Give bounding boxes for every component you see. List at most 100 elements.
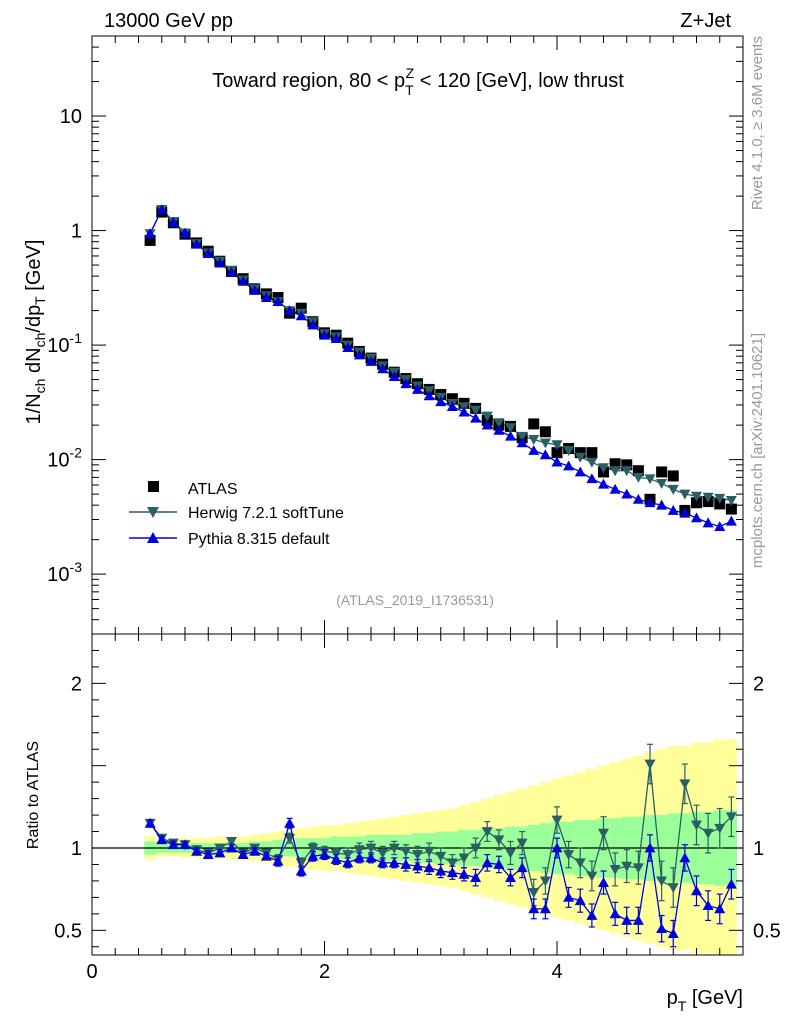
atlas-point bbox=[446, 393, 458, 405]
pythia-point bbox=[586, 473, 598, 484]
legend-marker-pythia bbox=[147, 532, 159, 543]
pythia-point bbox=[679, 507, 691, 518]
pythia-point bbox=[539, 449, 551, 460]
main-data-layer bbox=[144, 204, 737, 531]
herwig-ratio-point bbox=[714, 823, 726, 834]
herwig-ratio-point bbox=[412, 850, 423, 861]
pythia-point bbox=[214, 257, 226, 268]
pythia-ratio-point bbox=[330, 854, 342, 864]
ratio-y-axis-label: Ratio to ATLAS bbox=[25, 741, 42, 849]
herwig-point bbox=[691, 491, 702, 502]
legend-label-pythia: Pythia 8.315 default bbox=[188, 531, 330, 548]
pythia-point bbox=[725, 515, 737, 526]
herwig-ratio-point bbox=[435, 851, 447, 862]
pythia-point bbox=[167, 216, 179, 227]
pythia-point bbox=[412, 383, 423, 394]
legend-label-herwig: Herwig 7.2.1 softTune bbox=[188, 505, 344, 522]
ratio-y-tick-label: 2 bbox=[71, 673, 82, 695]
atlas-point bbox=[539, 426, 551, 438]
atlas-point bbox=[295, 302, 307, 314]
pythia-point bbox=[226, 267, 237, 277]
herwig-point bbox=[528, 435, 540, 445]
pythia-point bbox=[551, 456, 563, 467]
pythia-ratio-point bbox=[167, 839, 179, 850]
herwig-ratio-point bbox=[365, 843, 377, 854]
pythia-ratio-point bbox=[249, 845, 261, 856]
pythia-point bbox=[458, 406, 470, 417]
pythia-point bbox=[191, 238, 203, 249]
herwig-ratio-point bbox=[621, 861, 633, 872]
herwig-point bbox=[644, 474, 656, 485]
ratio-y-tick-label-right: 1 bbox=[753, 838, 764, 860]
atlas-point bbox=[574, 447, 586, 459]
pythia-point bbox=[319, 329, 330, 340]
pythia-point bbox=[644, 497, 656, 508]
ratio-y-tick-label-right: 2 bbox=[753, 673, 764, 695]
pythia-ratio-point bbox=[214, 847, 226, 858]
herwig-ratio-point bbox=[400, 846, 412, 857]
ratio-y-tick-label-right: 0.5 bbox=[753, 920, 781, 942]
herwig-ratio-point bbox=[505, 848, 516, 859]
pythia-point bbox=[377, 363, 389, 374]
ratio-data-layer bbox=[144, 743, 737, 948]
atlas-point bbox=[621, 459, 633, 471]
pythia-ratio-point bbox=[458, 868, 470, 879]
herwig-ratio-point bbox=[609, 865, 621, 875]
pythia-ratio-point bbox=[365, 852, 377, 863]
pythia-ratio-point bbox=[551, 842, 563, 853]
herwig-point bbox=[702, 492, 714, 503]
pythia-ratio-point bbox=[226, 842, 237, 853]
pythia-point bbox=[388, 371, 400, 382]
herwig-ratio-point bbox=[539, 876, 551, 887]
pythia-ratio-point bbox=[202, 849, 214, 859]
atlas-point bbox=[632, 465, 644, 477]
herwig-point bbox=[493, 418, 505, 429]
herwig-point bbox=[563, 446, 575, 457]
herwig-ratio-point bbox=[598, 828, 609, 839]
pythia-ratio-point bbox=[435, 865, 447, 876]
legend-label-atlas: ATLAS bbox=[188, 481, 238, 498]
mcplots-site-label: mcplots.cern.ch [arXiv:2401.10621] bbox=[749, 333, 766, 568]
herwig-ratio-point bbox=[574, 858, 586, 869]
legend: ATLAS Herwig 7.2.1 softTune Pythia 8.315… bbox=[129, 481, 344, 548]
pythia-ratio-point bbox=[423, 862, 435, 873]
herwig-point bbox=[598, 463, 609, 474]
pythia-ratio-point bbox=[691, 885, 702, 896]
pythia-point bbox=[144, 228, 156, 239]
pythia-ratio-point bbox=[284, 817, 296, 828]
pythia-ratio-point bbox=[586, 909, 598, 920]
herwig-ratio-point bbox=[342, 850, 354, 861]
herwig-ratio-point bbox=[632, 863, 644, 874]
pythia-ratio-point bbox=[667, 928, 679, 938]
ratio-y-tick-label: 1 bbox=[71, 838, 82, 860]
pythia-point bbox=[330, 333, 342, 343]
pythia-ratio-point bbox=[307, 850, 319, 861]
pythia-point bbox=[598, 478, 609, 489]
ratio-axis-ticks: 0 2 4 2 2 1 1 0.5 0.5 bbox=[54, 633, 781, 983]
main-y-tick-label: 10-2 bbox=[47, 445, 82, 472]
pythia-ratio-point bbox=[237, 849, 249, 859]
pythia-point bbox=[481, 419, 493, 430]
herwig-ratio-point bbox=[667, 883, 679, 894]
atlas-point bbox=[725, 503, 737, 515]
analysis-id-label: (ATLAS_2019_I1736531) bbox=[336, 592, 494, 608]
pythia-ratio-point bbox=[295, 865, 307, 876]
pythia-point bbox=[714, 521, 726, 531]
herwig-ratio-point bbox=[725, 812, 737, 823]
herwig-point bbox=[470, 405, 482, 416]
pythia-point bbox=[563, 460, 575, 471]
herwig-ratio-point bbox=[644, 759, 656, 770]
pythia-point bbox=[632, 493, 644, 504]
pythia-ratio-point bbox=[516, 862, 528, 873]
herwig-ratio-point bbox=[516, 838, 528, 849]
herwig-ratio-point bbox=[446, 858, 458, 869]
atlas-point bbox=[609, 458, 621, 470]
herwig-point bbox=[505, 423, 516, 434]
main-y-tick-label: 1 bbox=[71, 221, 82, 243]
herwig-point bbox=[725, 496, 737, 506]
herwig-ratio-point bbox=[458, 853, 470, 864]
pythia-ratio-point bbox=[400, 858, 412, 869]
pythia-ratio-point bbox=[353, 852, 365, 863]
herwig-ratio-point bbox=[226, 837, 237, 847]
pythia-point bbox=[656, 499, 668, 510]
